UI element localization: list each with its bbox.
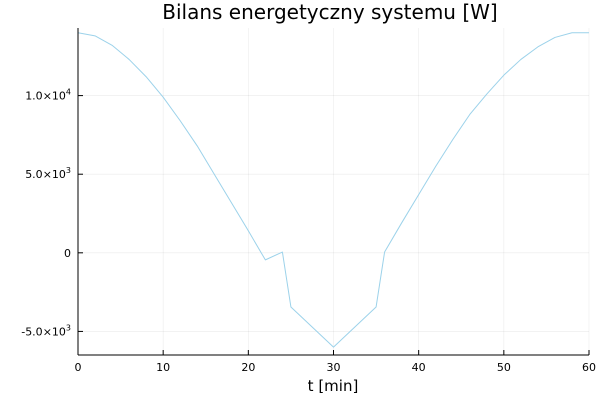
y-tick-mantissa: 0 [64,247,71,260]
x-tick-label: 50 [497,361,511,374]
y-tick-label: -5.0×103 [21,323,71,338]
x-axis-label: t [min] [308,377,359,395]
x-tick-label: 60 [582,361,596,374]
y-tick-times: ×10 [43,325,66,338]
grid [77,28,590,355]
y-tick-label: 1.0×104 [25,88,71,103]
chart-title: Bilans energetyczny systemu [W] [162,0,497,24]
x-tick-label: 0 [75,361,82,374]
x-ticks: 0 10 20 30 40 50 60 [75,350,596,374]
series-group [77,32,589,348]
x-tick-label: 40 [412,361,426,374]
y-tick-exponent: 3 [66,323,71,332]
y-tick-label: 0 [64,247,71,260]
y-tick-times: ×10 [43,90,66,103]
series-line [77,32,589,348]
x-tick-label: 30 [327,361,341,374]
y-tick-label: 5.0×103 [25,166,71,181]
y-tick-exponent: 3 [66,166,71,175]
y-tick-times: ×10 [43,168,66,181]
y-tick-exponent: 4 [66,88,71,97]
y-tick-mantissa: -5.0 [21,325,42,338]
x-tick-label: 10 [156,361,170,374]
x-tick-label: 20 [241,361,255,374]
y-tick-mantissa: 1.0 [25,90,43,103]
y-tick-mantissa: 5.0 [25,168,43,181]
